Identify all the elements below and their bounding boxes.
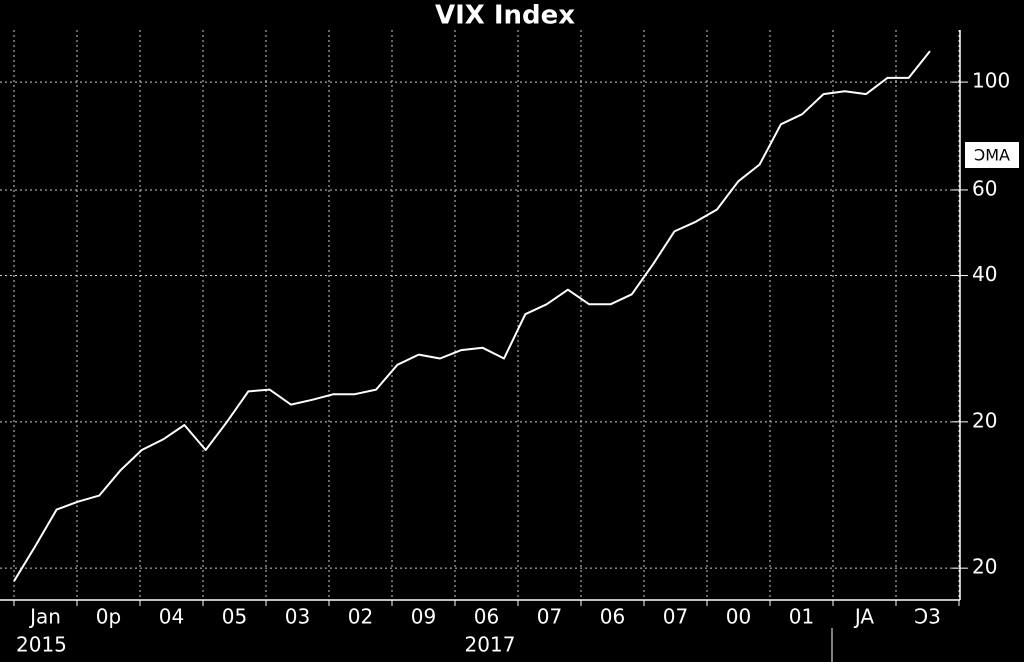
- x-tick-label: 00: [726, 605, 751, 629]
- y-tick-label: 40: [972, 262, 997, 286]
- tag-label: ƆMA: [974, 146, 1010, 165]
- x-tick-label: 04: [159, 605, 184, 629]
- y-tick-label: 20: [972, 408, 997, 432]
- series-line: [13, 50, 931, 582]
- x-tick-label: 02: [348, 605, 373, 629]
- tag-box: [965, 142, 1019, 168]
- x-tick-label: JA: [853, 605, 875, 629]
- x-tick-label: Jan: [28, 605, 61, 629]
- x-tick-label: 03: [285, 605, 310, 629]
- x-tick-label: 07: [537, 605, 562, 629]
- x-tick-label: 07: [663, 605, 688, 629]
- x-tick-label: 06: [600, 605, 625, 629]
- x-tick-label: 0p: [96, 605, 121, 629]
- y-tick-label: 20: [972, 555, 997, 579]
- x-tick-label: 09: [411, 605, 436, 629]
- year-label: 2015: [16, 633, 67, 657]
- year-label: 2017: [465, 633, 516, 657]
- y-tick-label: 60: [972, 176, 997, 200]
- x-tick-label: Ɔ3: [914, 605, 941, 629]
- y-tick-label: 100: [972, 69, 1010, 93]
- chart-title: VIX Index: [435, 1, 575, 31]
- x-tick-label: 05: [222, 605, 247, 629]
- x-tick-label: 06: [474, 605, 499, 629]
- x-tick-label: 01: [789, 605, 814, 629]
